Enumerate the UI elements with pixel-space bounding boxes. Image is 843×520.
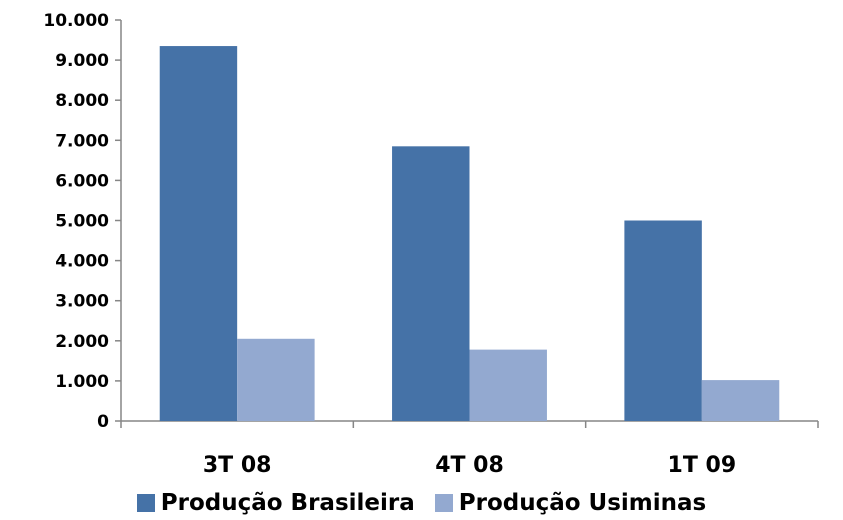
bar-producao-usiminas bbox=[237, 338, 315, 421]
y-tick-label: 3.000 bbox=[55, 292, 109, 312]
x-tick-label: 3T 08 bbox=[203, 453, 272, 478]
y-tick-label: 2.000 bbox=[55, 332, 109, 352]
y-tick-label: 5.000 bbox=[55, 212, 109, 232]
legend-swatch bbox=[136, 494, 155, 512]
legend-item: Produção Usiminas bbox=[434, 490, 707, 516]
bar-producao-brasileira bbox=[159, 46, 238, 421]
x-axis: 3T 08 4T 08 1T 09 bbox=[120, 420, 819, 478]
y-tick-label: 7.000 bbox=[55, 131, 109, 151]
legend-item: Produção Brasileira bbox=[136, 490, 415, 516]
y-tick-label: 6.000 bbox=[55, 171, 109, 191]
legend-label: Produção Brasileira bbox=[160, 490, 415, 516]
legend-swatch bbox=[434, 494, 453, 512]
bar-producao-usiminas bbox=[469, 349, 547, 421]
bar-producao-brasileira bbox=[392, 146, 470, 421]
bar-chart: 0 1.000 2.000 3.000 4.000 5.000 6.000 7.000 8.00… bbox=[43, 11, 819, 478]
bar-producao-usiminas bbox=[701, 380, 780, 421]
bars bbox=[159, 46, 780, 421]
y-tick-label: 9.000 bbox=[55, 51, 109, 71]
y-tick-label: 8.000 bbox=[55, 91, 109, 111]
bar-producao-brasileira bbox=[624, 220, 702, 421]
chart-legend: Produção Brasileira Produção Usiminas bbox=[0, 486, 843, 520]
x-tick-label: 4T 08 bbox=[435, 453, 504, 478]
legend-label: Produção Usiminas bbox=[458, 490, 707, 516]
y-tick-label: 0 bbox=[97, 412, 109, 432]
x-tick-label: 1T 09 bbox=[668, 453, 737, 478]
y-axis: 0 1.000 2.000 3.000 4.000 5.000 6.000 7.000 8.00… bbox=[43, 11, 122, 432]
y-tick-label: 4.000 bbox=[55, 252, 109, 272]
y-tick-label: 1.000 bbox=[55, 372, 109, 392]
y-tick-label: 10.000 bbox=[43, 11, 109, 31]
